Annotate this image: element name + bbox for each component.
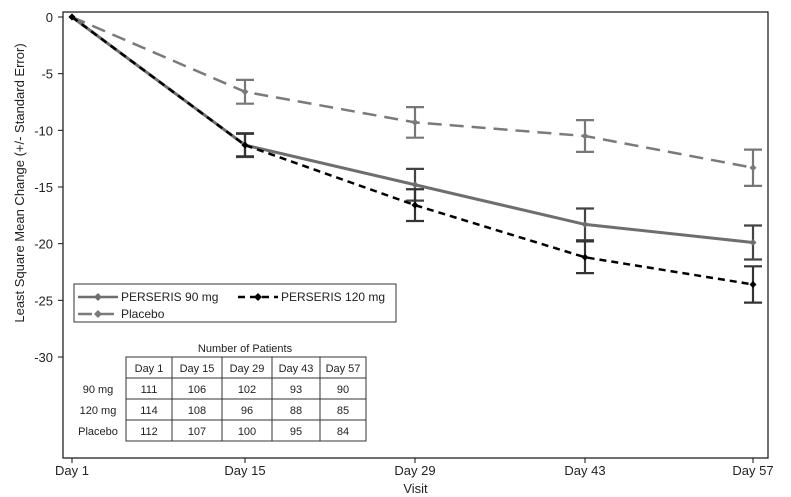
plot-frame bbox=[62, 11, 769, 459]
data-point bbox=[68, 13, 76, 21]
table-row-label: Placebo bbox=[78, 426, 118, 438]
table-cell: 90 bbox=[337, 384, 349, 396]
legend-box bbox=[73, 283, 397, 323]
table-cell: 102 bbox=[238, 384, 256, 396]
legend-marker bbox=[254, 293, 262, 301]
x-tick-label: Day 57 bbox=[732, 463, 773, 478]
y-tick-label: -15 bbox=[34, 180, 53, 195]
y-tick-label: -5 bbox=[41, 67, 53, 82]
table-cell: 95 bbox=[290, 426, 302, 438]
data-point bbox=[411, 181, 419, 189]
x-axis-label: Visit bbox=[403, 481, 428, 496]
table-cell: 84 bbox=[337, 426, 349, 438]
y-tick-label: 0 bbox=[46, 10, 53, 25]
table-cell: 100 bbox=[238, 426, 256, 438]
table-cell: 106 bbox=[188, 384, 206, 396]
patients-table-title: Number of Patients bbox=[198, 343, 293, 355]
legend-label: Placebo bbox=[121, 307, 165, 321]
data-point bbox=[411, 201, 419, 209]
x-tick-label: Day 43 bbox=[564, 463, 605, 478]
table-row-label: 120 mg bbox=[80, 405, 117, 417]
series-line-0 bbox=[71, 15, 754, 245]
table-cell: 114 bbox=[140, 405, 158, 417]
data-point bbox=[749, 239, 757, 247]
legend-label: PERSERIS 120 mg bbox=[281, 290, 385, 304]
y-tick-label: -10 bbox=[34, 123, 53, 138]
data-point bbox=[749, 280, 757, 288]
legend-marker bbox=[94, 310, 102, 318]
data-point bbox=[241, 88, 249, 96]
y-tick-label: -20 bbox=[34, 237, 53, 252]
data-point bbox=[749, 164, 757, 172]
x-tick-label: Day 29 bbox=[394, 463, 435, 478]
data-point bbox=[581, 220, 589, 228]
table-row-label: 90 mg bbox=[83, 384, 114, 396]
y-axis-label: Least Square Mean Change (+/- Standard E… bbox=[12, 43, 27, 322]
data-point bbox=[241, 141, 249, 149]
x-tick-label: Day 15 bbox=[224, 463, 265, 478]
table-cell: 111 bbox=[141, 384, 158, 396]
table-cell: 93 bbox=[290, 384, 302, 396]
data-point bbox=[581, 132, 589, 140]
table-column-header: Day 15 bbox=[180, 363, 215, 375]
table-column-header: Day 43 bbox=[279, 363, 314, 375]
table-cell: 108 bbox=[188, 405, 206, 417]
table-cell: 107 bbox=[188, 426, 206, 438]
table-cell: 112 bbox=[140, 426, 158, 438]
data-point bbox=[411, 118, 419, 126]
legend-marker bbox=[94, 293, 102, 301]
y-tick-label: -30 bbox=[34, 350, 53, 365]
table-column-header: Day 29 bbox=[230, 363, 265, 375]
y-tick-label: -25 bbox=[34, 293, 53, 308]
data-point bbox=[581, 253, 589, 261]
table-column-header: Day 57 bbox=[326, 363, 361, 375]
table-column-header: Day 1 bbox=[135, 363, 164, 375]
series-line-1 bbox=[71, 15, 754, 286]
table-cell: 88 bbox=[290, 405, 302, 417]
table-cell: 85 bbox=[337, 405, 349, 417]
x-tick-label: Day 1 bbox=[55, 463, 89, 478]
table-cell: 96 bbox=[241, 405, 253, 417]
legend-label: PERSERIS 90 mg bbox=[121, 290, 218, 304]
